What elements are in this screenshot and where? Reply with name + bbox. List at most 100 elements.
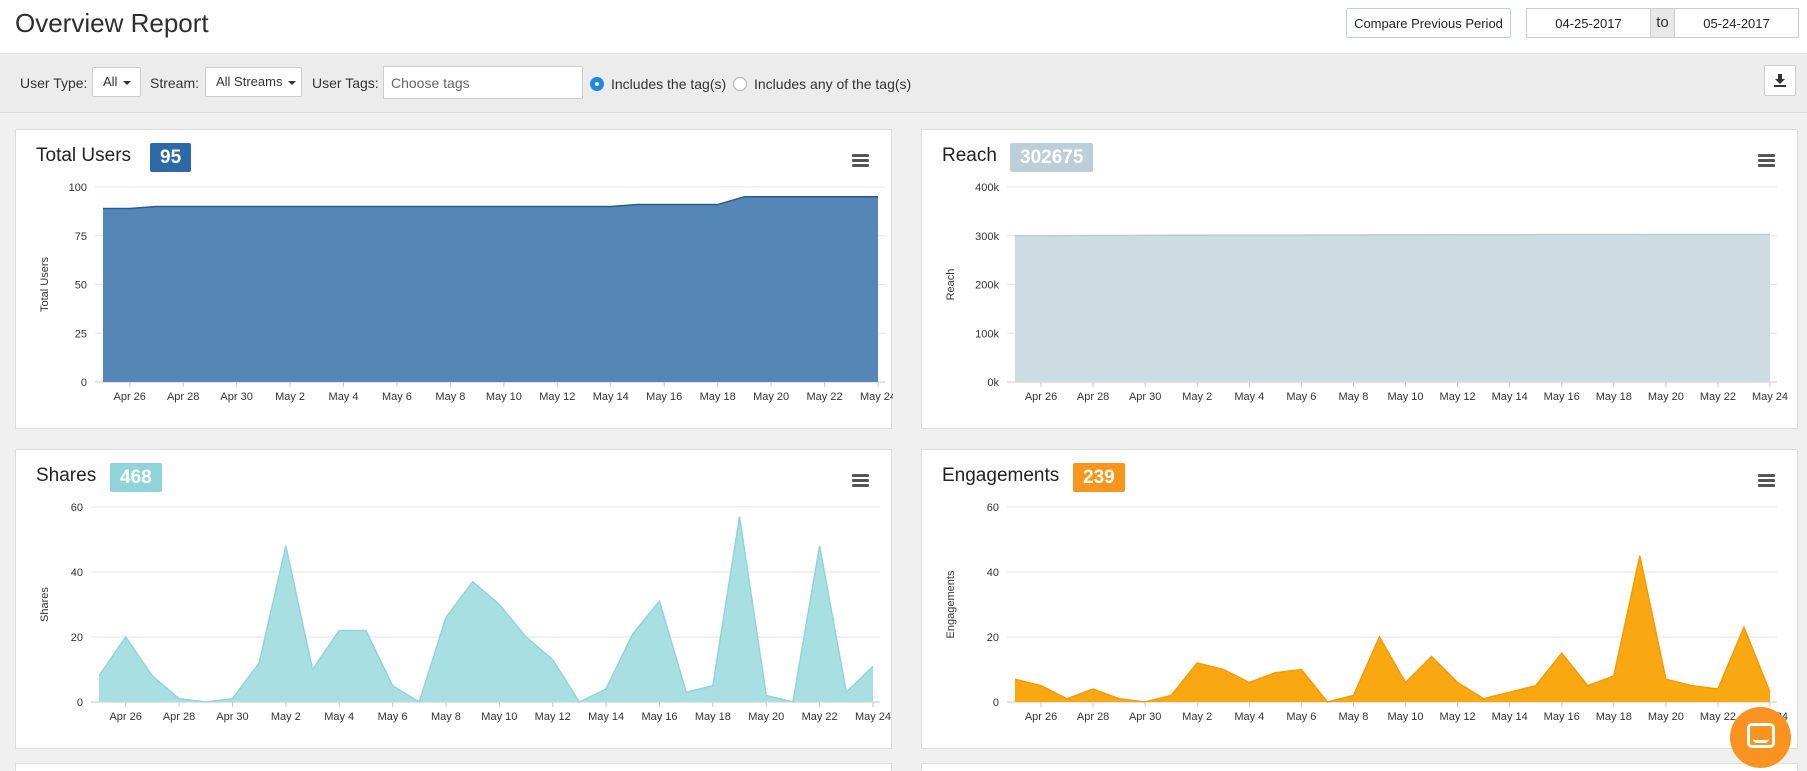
y-tick-label: 20 (987, 632, 999, 644)
x-tick-label: Apr 30 (220, 391, 252, 403)
x-tick-label: Apr 28 (1077, 711, 1109, 723)
x-tick-label: Apr 26 (109, 711, 141, 723)
x-tick-label: May 8 (435, 391, 465, 403)
chart-menu-icon[interactable] (852, 154, 869, 167)
reach-card: Reach 302675 0k 100k 200k 300k 400k Apr 26 Apr… (921, 129, 1798, 429)
y-tick-label: 75 (75, 231, 87, 243)
x-tick-label: May 10 (1387, 391, 1423, 403)
engagements-title: Engagements (942, 465, 1060, 486)
radio-includes-any-tags[interactable] (733, 77, 747, 91)
radio-includes-any-tags-label: Includes any of the tag(s) (754, 76, 912, 92)
user-type-select[interactable]: All (92, 67, 141, 97)
y-tick-label: 50 (75, 280, 87, 292)
y-tick-label: 60 (987, 502, 999, 514)
x-tick-label: May 14 (588, 711, 624, 723)
series-line (103, 196, 878, 210)
x-tick-label: May 12 (539, 391, 575, 403)
radio-includes-tags-label: Includes the tag(s) (611, 76, 727, 92)
shares-title: Shares (36, 465, 97, 486)
y-tick-label: 100 (69, 182, 87, 194)
y-tick-label: 20 (71, 632, 83, 644)
download-icon (1774, 74, 1786, 87)
x-tick-label: Apr 26 (1025, 711, 1057, 723)
x-tick-label: May 22 (1700, 711, 1736, 723)
page-title: Overview Report (15, 8, 209, 38)
compare-previous-period-button[interactable]: Compare Previous Period (1346, 8, 1511, 38)
y-tick-label: 0k (987, 377, 999, 389)
engagements-chart: 0 20 40 60 Apr 26 Apr 28 Apr 30 May 2 May 4 May 6… (945, 502, 1788, 723)
x-tick-label: May 4 (1234, 711, 1264, 723)
engagements-badge: 239 (1073, 463, 1125, 492)
x-tick-label: Apr 26 (114, 391, 146, 403)
x-tick-label: May 6 (1286, 391, 1316, 403)
total-users-badge: 95 (150, 143, 192, 172)
x-tick-label: May 10 (481, 711, 517, 723)
stream-select[interactable]: All Streams (205, 67, 302, 97)
y-axis-label: Total Users (39, 256, 51, 312)
y-tick-label: 0 (993, 697, 999, 709)
tags-input[interactable] (383, 66, 583, 99)
download-button[interactable] (1764, 65, 1796, 96)
radio-includes-tags[interactable] (590, 77, 604, 91)
x-tick-label: May 18 (1596, 711, 1632, 723)
x-tick-label: Apr 28 (167, 391, 199, 403)
next-card-right (921, 763, 1798, 771)
chevron-down-icon (123, 80, 132, 85)
total-users-card: Total Users 95 0 25 50 75 100 Apr 26 Apr 28 Apr… (15, 129, 893, 429)
total-users-chart: 0 25 50 75 100 Apr 26 Apr 28 Apr 30 May 2 May 4 Ma… (39, 182, 893, 403)
shares-chart: 0 20 40 60 Apr 26 Apr 28 Apr 30 May 2 May 4 May 6… (39, 502, 891, 723)
reach-title: Reach (942, 145, 997, 166)
date-range: to (1526, 8, 1799, 38)
x-tick-label: May 24 (860, 391, 893, 403)
y-tick-label: 40 (987, 567, 999, 579)
x-tick-label: May 10 (486, 391, 522, 403)
y-tick-label: 400k (975, 182, 999, 194)
x-tick-label: May 18 (1596, 391, 1632, 403)
x-tick-label: May 2 (275, 391, 305, 403)
x-tick-label: May 16 (641, 711, 677, 723)
x-tick-label: Apr 28 (163, 711, 195, 723)
x-tick-label: May 20 (1648, 711, 1684, 723)
x-tick-label: May 4 (1234, 391, 1264, 403)
x-tick-label: May 8 (1338, 391, 1368, 403)
x-tick-label: May 20 (1648, 391, 1684, 403)
series-line (1015, 233, 1771, 237)
shares-badge: 468 (110, 463, 162, 492)
series-area (1015, 555, 1770, 702)
x-tick-label: Apr 30 (1129, 711, 1161, 723)
x-tick-label: May 8 (431, 711, 461, 723)
engagements-card: Engagements 239 0 20 40 60 Apr 26 Apr 28 Apr 3… (921, 449, 1798, 749)
stream-value: All Streams (216, 74, 283, 89)
y-axis-label: Engagements (945, 570, 957, 638)
x-tick-label: May 18 (695, 711, 731, 723)
x-tick-label: May 20 (753, 391, 789, 403)
x-tick-label: May 4 (329, 391, 359, 403)
chat-button[interactable] (1730, 707, 1791, 768)
chevron-down-icon (288, 80, 297, 85)
x-tick-label: May 22 (1700, 391, 1736, 403)
chart-menu-icon[interactable] (852, 474, 869, 487)
x-tick-label: May 2 (1182, 391, 1212, 403)
x-tick-label: May 4 (324, 711, 354, 723)
x-tick-label: May 6 (382, 391, 412, 403)
x-tick-label: May 6 (378, 711, 408, 723)
total-users-title: Total Users (36, 145, 132, 166)
chart-menu-icon[interactable] (1758, 474, 1775, 487)
series-line (98, 516, 874, 704)
x-tick-label: May 2 (271, 711, 301, 723)
x-tick-label: Apr 30 (1129, 391, 1161, 403)
reach-badge: 302675 (1010, 143, 1094, 172)
date-to-input[interactable] (1675, 9, 1798, 37)
date-from-input[interactable] (1527, 9, 1650, 37)
y-tick-label: 200k (975, 280, 999, 292)
x-tick-label: May 12 (1440, 391, 1476, 403)
x-tick-label: May 12 (1440, 711, 1476, 723)
filter-bar: User Type: All Stream: All Streams User … (0, 55, 1807, 113)
y-axis-label: Shares (39, 587, 51, 622)
series-area (99, 516, 873, 702)
chart-menu-icon[interactable] (1758, 154, 1775, 167)
x-tick-label: May 2 (1182, 711, 1212, 723)
y-tick-label: 60 (71, 502, 83, 514)
x-tick-label: May 16 (646, 391, 682, 403)
x-tick-label: May 24 (855, 711, 891, 723)
